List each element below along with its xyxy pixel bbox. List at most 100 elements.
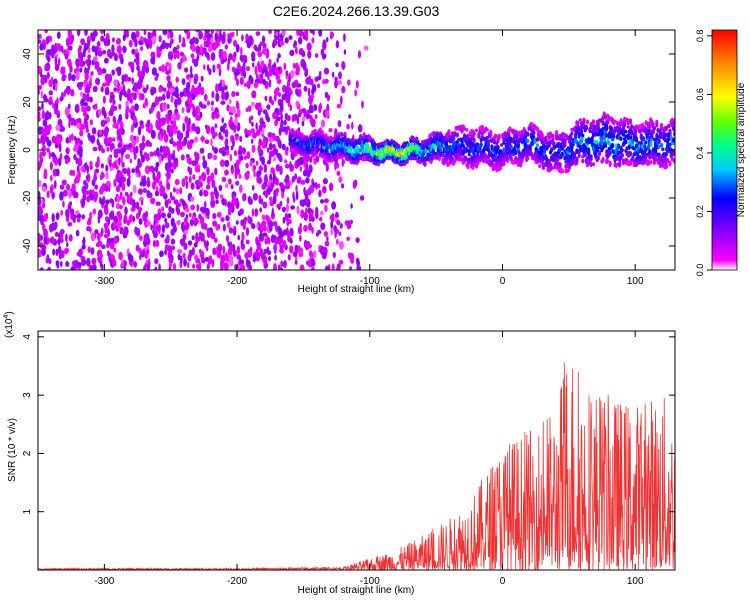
spectrogram-noise-cell xyxy=(239,259,245,265)
spectrogram-signal-cell xyxy=(322,152,326,156)
spectrogram-noise-cell xyxy=(236,108,241,118)
spectrogram-noise-cell xyxy=(221,176,227,183)
spectrogram-noise-cell xyxy=(154,258,159,265)
spectrogram-signal-cell xyxy=(446,150,450,157)
spectrogram-signal-cell xyxy=(664,151,669,157)
spectrogram-noise-cell xyxy=(261,156,265,166)
spectrogram-noise-cell xyxy=(42,197,46,203)
snr-multiplier-close: ) xyxy=(4,311,15,314)
spectrogram-noise-cell xyxy=(116,219,122,229)
spectrogram-noise-cell xyxy=(311,265,315,270)
spectrogram-noise-cell xyxy=(188,175,192,184)
spectrogram-noise-cell xyxy=(256,240,261,248)
spectrogram-noise-cell xyxy=(295,62,299,71)
colorbar-ticks: 0.00.20.40.60.8 xyxy=(695,30,712,276)
spectrogram-noise-cell xyxy=(192,264,196,269)
spectrogram-noise-cell xyxy=(203,64,206,71)
spectrogram-noise-cell xyxy=(240,219,244,227)
spectrogram-noise-cell xyxy=(134,227,140,234)
spectrogram-signal-cell xyxy=(575,157,579,161)
spectrogram-noise-cell xyxy=(214,123,218,129)
spectrogram-noise-cell xyxy=(220,217,225,222)
spectrogram-noise-cell xyxy=(212,64,216,73)
spectrogram-noise-cell xyxy=(201,135,204,143)
spectrogram-noise-cell xyxy=(323,231,329,237)
spectrogram-noise-cell xyxy=(170,120,174,125)
spectrogram-signal-cell xyxy=(317,147,321,152)
spectrogram-noise-cell xyxy=(194,126,198,133)
spectrogram-signal-cell xyxy=(660,142,664,148)
spectrogram-noise-cell xyxy=(155,161,160,168)
spectrogram-signal-cell xyxy=(569,141,573,148)
spectrogram-noise-cell xyxy=(142,87,148,94)
spectrogram-noise-cell xyxy=(188,167,193,176)
spectrogram-noise-cell xyxy=(315,53,319,58)
spectrogram-noise-cell xyxy=(181,107,185,114)
spectrogram-signal-cell xyxy=(631,138,635,145)
spectrogram-noise-cell xyxy=(299,234,302,242)
spectrogram-noise-cell xyxy=(187,140,193,150)
spectrogram-noise-cell xyxy=(199,181,203,188)
spectrogram-noise-cell xyxy=(72,189,77,199)
spectrogram-noise-cell xyxy=(306,113,311,119)
spectrogram-noise-cell xyxy=(277,53,281,59)
spectrogram-noise-cell xyxy=(227,62,230,71)
spectrogram-signal-cell xyxy=(292,133,296,137)
spectrogram-noise-cell xyxy=(96,67,102,73)
spectrogram-noise-cell xyxy=(156,110,161,120)
spectrogram-signal-cell xyxy=(451,152,455,156)
spectrogram-signal-cell xyxy=(551,133,555,139)
spectrogram-noise-cell xyxy=(155,201,161,206)
spectrogram-noise-cell xyxy=(127,77,132,82)
spectrogram-signal-cell xyxy=(501,132,505,140)
spectrogram-noise-cell xyxy=(191,215,196,220)
spectrogram-noise-cell xyxy=(284,212,288,221)
spectrogram-noise-cell xyxy=(152,224,156,230)
spectrogram-noise-cell xyxy=(218,32,222,41)
spectrogram-noise-cell xyxy=(297,226,302,235)
spectrogram-noise-cell xyxy=(200,75,204,82)
spectrogram-noise-cell xyxy=(72,216,76,223)
spectrogram-noise-cell xyxy=(217,83,223,92)
spectrogram-noise-cell xyxy=(41,150,46,157)
spectrogram-noise-cell xyxy=(226,221,231,229)
spectrogram-signal-cell xyxy=(460,128,464,134)
spectrogram-signal-cell xyxy=(533,139,537,144)
spectrogram-signal-cell xyxy=(492,139,496,145)
spectrogram-signal-cell xyxy=(626,125,630,129)
spectrogram-signal-cell xyxy=(526,138,530,144)
spectrogram-noise-cell xyxy=(293,113,298,121)
spectrogram-signal-cell xyxy=(337,132,341,138)
spectrogram-noise-cell xyxy=(112,105,117,111)
spectrogram-signal-cell xyxy=(522,152,526,157)
spectrogram-noise-cell xyxy=(256,170,262,176)
spectrogram-noise-cell xyxy=(306,42,312,51)
spectrogram-noise-cell xyxy=(159,145,163,154)
spectrogram-noise-cell xyxy=(290,231,294,236)
spectrogram-noise-cell xyxy=(101,244,106,249)
spectrogram-noise-cell xyxy=(180,221,185,231)
spectrogram-noise-cell xyxy=(152,181,156,190)
spectrogram-noise-cell xyxy=(277,92,282,98)
spectrogram-noise-cell xyxy=(93,174,97,182)
spectrogram-signal-cell xyxy=(578,118,583,122)
spectrogram-signal-cell xyxy=(557,137,561,141)
spectrogram-noise-cell xyxy=(222,91,226,98)
spectrogram-noise-cell xyxy=(91,263,97,270)
spectrogram-noise-cell xyxy=(255,160,259,166)
spectrogram-noise-cell xyxy=(114,53,118,62)
spectrogram-signal-cell xyxy=(614,148,618,155)
spectrogram-noise-cell xyxy=(150,123,153,132)
spectrogram-noise-cell xyxy=(119,227,123,235)
spectrogram-noise-cell xyxy=(323,67,330,75)
spectrogram-noise-cell xyxy=(305,207,308,214)
spectrogram-noise-cell xyxy=(198,231,202,238)
spectrogram-noise-cell xyxy=(281,206,287,213)
spectrogram-signal-cell xyxy=(316,144,320,149)
spectrogram-noise-cell xyxy=(172,150,176,155)
spectrogram-noise-cell xyxy=(126,194,132,202)
spectrogram-noise-cell xyxy=(339,223,343,229)
spectrogram-signal-cell xyxy=(468,141,473,148)
spectrogram-noise-cell xyxy=(235,91,240,97)
spectrogram-noise-cell xyxy=(341,158,345,167)
